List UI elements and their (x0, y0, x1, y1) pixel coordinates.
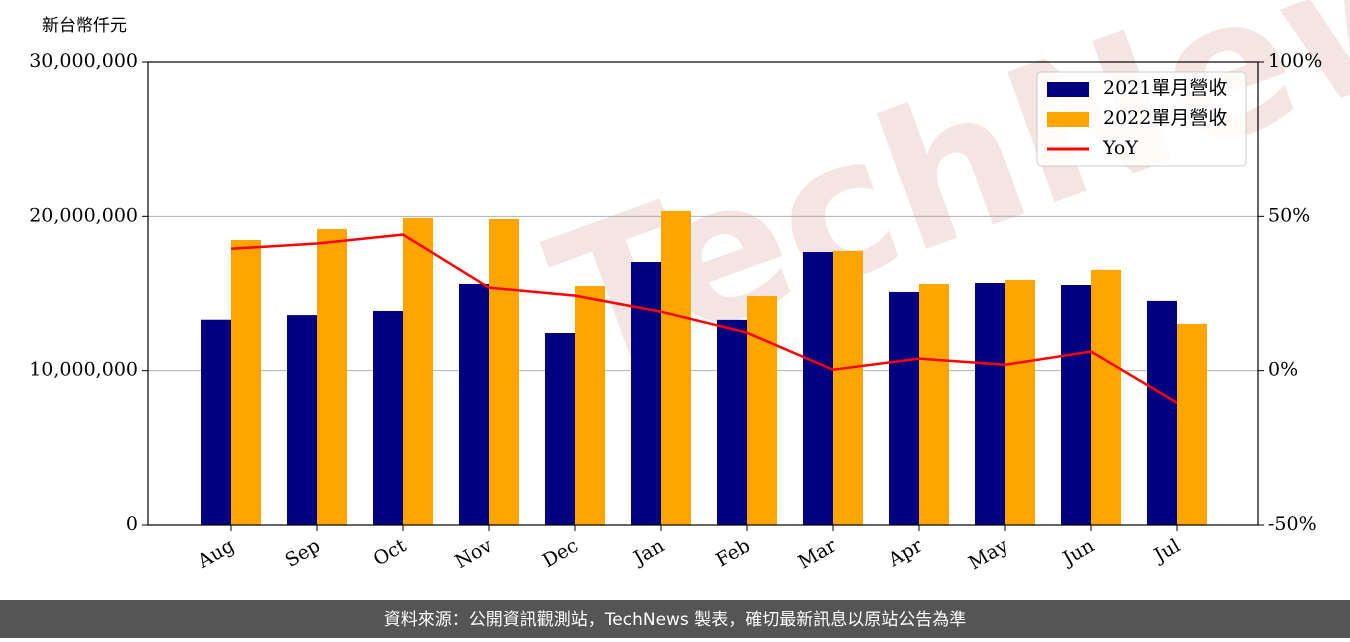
bar (201, 319, 231, 525)
legend-label: 2022單月營收 (1103, 107, 1227, 129)
bar (575, 285, 605, 525)
x-tick-label: May (965, 534, 1012, 574)
x-tick-label: Apr (884, 534, 927, 571)
bar (833, 250, 863, 526)
footer-band (0, 600, 1350, 638)
bar (975, 283, 1005, 525)
bar (545, 333, 575, 525)
bar (1147, 300, 1177, 525)
x-tick-label: Jun (1057, 535, 1098, 571)
x-tick-label: Oct (370, 534, 411, 570)
y-tick-label: 10,000,000 (29, 359, 138, 381)
y-tick-label: 20,000,000 (29, 204, 138, 226)
x-tick-label: Jan (628, 535, 668, 571)
legend-swatch (1047, 82, 1089, 97)
bar (1061, 285, 1091, 525)
bar (231, 239, 261, 525)
footer: 資料來源：公開資訊觀測站，TechNews 製表，確切最新訊息以原站公告為準 (384, 610, 966, 630)
y2-tick-label: 50% (1268, 204, 1310, 226)
plot-frame (147, 61, 1259, 526)
bar (747, 295, 777, 525)
x-tick-label: Jul (1149, 535, 1184, 568)
line (230, 233, 1178, 404)
bar (1177, 323, 1207, 525)
bar (631, 262, 661, 525)
bar (889, 291, 919, 525)
bar (373, 310, 403, 525)
x-tick-label: Nov (451, 534, 496, 573)
y2-tick-label: 0% (1268, 359, 1298, 381)
x-tick-label: Mar (794, 534, 840, 573)
bar (661, 210, 691, 525)
legend-label: 2021單月營收 (1103, 77, 1227, 99)
y-axis-label: 新台幣仟元 (42, 16, 127, 36)
bar (317, 228, 347, 526)
legend-box (1036, 71, 1247, 167)
bar (919, 283, 949, 525)
y-tick-label: 30,000,000 (29, 50, 138, 72)
y2-tick-label: -50% (1268, 513, 1317, 535)
plot-area: 0 10,000,000 20,000,000 30,000,000 -50% 0% 50%… (29, 50, 1322, 574)
bar (1091, 269, 1121, 525)
legend-label: YoY (1102, 137, 1138, 159)
x-tick-label: Dec (539, 535, 582, 573)
x-tick-label: Aug (193, 535, 238, 574)
x-tick-label: Sep (281, 535, 324, 572)
bar (717, 319, 747, 525)
bar (287, 315, 317, 525)
y2-tick-label: 100% (1268, 50, 1322, 72)
y-tick-label: 0 (126, 513, 138, 535)
legend-swatch (1047, 112, 1089, 127)
bar (803, 251, 833, 526)
bar (459, 283, 489, 525)
bar (489, 218, 519, 525)
bar (403, 217, 433, 526)
bar (1005, 279, 1035, 525)
x-tick-label: Feb (712, 535, 754, 572)
